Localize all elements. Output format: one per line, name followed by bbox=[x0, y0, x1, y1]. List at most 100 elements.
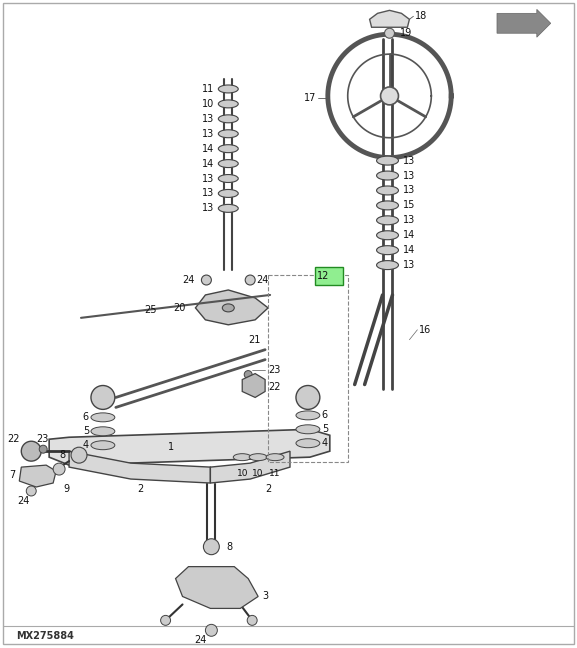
Ellipse shape bbox=[377, 171, 399, 180]
Text: 13: 13 bbox=[403, 170, 415, 181]
Text: 2: 2 bbox=[265, 484, 271, 494]
Text: 24: 24 bbox=[182, 275, 194, 285]
FancyBboxPatch shape bbox=[3, 3, 574, 644]
Text: 23: 23 bbox=[268, 365, 280, 375]
Ellipse shape bbox=[218, 189, 238, 198]
Text: MX275884: MX275884 bbox=[16, 631, 74, 642]
Circle shape bbox=[205, 624, 218, 636]
Polygon shape bbox=[19, 465, 56, 487]
Text: 1: 1 bbox=[167, 442, 174, 452]
Text: 13: 13 bbox=[403, 156, 415, 166]
Text: 11: 11 bbox=[269, 469, 281, 478]
Circle shape bbox=[244, 371, 252, 378]
Text: 21: 21 bbox=[248, 335, 261, 345]
Ellipse shape bbox=[218, 204, 238, 213]
Circle shape bbox=[71, 447, 87, 463]
Text: 15: 15 bbox=[403, 200, 416, 211]
Ellipse shape bbox=[377, 156, 399, 165]
Polygon shape bbox=[69, 451, 211, 483]
Polygon shape bbox=[242, 373, 265, 397]
Text: 24: 24 bbox=[256, 275, 268, 285]
Text: 8: 8 bbox=[226, 542, 233, 551]
Text: 13: 13 bbox=[202, 114, 215, 124]
Text: 23: 23 bbox=[36, 434, 48, 445]
Text: 2: 2 bbox=[137, 484, 144, 494]
Text: 10: 10 bbox=[202, 99, 215, 109]
Polygon shape bbox=[196, 290, 268, 325]
Ellipse shape bbox=[266, 454, 284, 461]
Text: 13: 13 bbox=[403, 260, 415, 270]
Polygon shape bbox=[497, 9, 550, 37]
Ellipse shape bbox=[296, 439, 320, 448]
Ellipse shape bbox=[222, 304, 234, 312]
Circle shape bbox=[296, 386, 320, 410]
Text: 22: 22 bbox=[268, 382, 280, 393]
Text: 5: 5 bbox=[322, 424, 328, 434]
Circle shape bbox=[201, 275, 211, 285]
Circle shape bbox=[381, 87, 399, 105]
Circle shape bbox=[204, 538, 219, 555]
Circle shape bbox=[384, 29, 395, 38]
Text: 4: 4 bbox=[83, 440, 89, 450]
Text: 10: 10 bbox=[237, 469, 248, 478]
Ellipse shape bbox=[218, 145, 238, 153]
Ellipse shape bbox=[377, 216, 399, 225]
Text: 4: 4 bbox=[322, 438, 328, 448]
Text: 16: 16 bbox=[419, 325, 432, 335]
Ellipse shape bbox=[218, 130, 238, 138]
Text: 14: 14 bbox=[403, 230, 415, 240]
Text: 18: 18 bbox=[415, 11, 428, 21]
Ellipse shape bbox=[218, 85, 238, 93]
Ellipse shape bbox=[377, 260, 399, 270]
Ellipse shape bbox=[91, 441, 115, 450]
Text: 7: 7 bbox=[9, 470, 16, 480]
FancyBboxPatch shape bbox=[315, 267, 343, 285]
Text: 25: 25 bbox=[144, 305, 157, 315]
Text: 14: 14 bbox=[403, 245, 415, 255]
Text: 14: 14 bbox=[202, 159, 215, 168]
Ellipse shape bbox=[91, 427, 115, 435]
Ellipse shape bbox=[377, 231, 399, 240]
Ellipse shape bbox=[249, 454, 267, 461]
Polygon shape bbox=[49, 429, 330, 465]
Ellipse shape bbox=[218, 115, 238, 122]
Text: 13: 13 bbox=[403, 215, 415, 226]
Text: 5: 5 bbox=[83, 426, 89, 436]
Text: 24: 24 bbox=[17, 496, 29, 506]
Text: 13: 13 bbox=[202, 189, 215, 198]
Text: 10: 10 bbox=[252, 469, 264, 478]
Text: 8: 8 bbox=[59, 450, 65, 460]
Ellipse shape bbox=[296, 411, 320, 420]
Text: 19: 19 bbox=[399, 29, 412, 38]
Text: 9: 9 bbox=[63, 484, 69, 494]
Ellipse shape bbox=[377, 246, 399, 255]
Ellipse shape bbox=[218, 174, 238, 183]
Text: 14: 14 bbox=[202, 144, 215, 154]
Ellipse shape bbox=[218, 159, 238, 168]
Text: 20: 20 bbox=[173, 303, 185, 313]
Circle shape bbox=[27, 486, 36, 496]
Text: 6: 6 bbox=[322, 410, 328, 421]
Ellipse shape bbox=[233, 454, 251, 461]
Text: 12: 12 bbox=[317, 271, 329, 281]
Ellipse shape bbox=[91, 413, 115, 422]
Ellipse shape bbox=[296, 425, 320, 434]
Polygon shape bbox=[211, 451, 290, 483]
Circle shape bbox=[245, 275, 255, 285]
Text: 11: 11 bbox=[202, 84, 215, 94]
Text: 13: 13 bbox=[403, 185, 415, 196]
Ellipse shape bbox=[377, 201, 399, 210]
Circle shape bbox=[247, 616, 257, 625]
Circle shape bbox=[53, 463, 65, 475]
Circle shape bbox=[160, 616, 171, 625]
Text: 13: 13 bbox=[202, 129, 215, 139]
Text: 22: 22 bbox=[7, 434, 19, 445]
Circle shape bbox=[91, 386, 115, 410]
Circle shape bbox=[21, 441, 41, 461]
Circle shape bbox=[39, 445, 47, 453]
Polygon shape bbox=[175, 566, 258, 608]
Polygon shape bbox=[370, 10, 410, 27]
Ellipse shape bbox=[218, 100, 238, 108]
Text: 24: 24 bbox=[194, 635, 207, 645]
Text: 6: 6 bbox=[83, 412, 89, 422]
